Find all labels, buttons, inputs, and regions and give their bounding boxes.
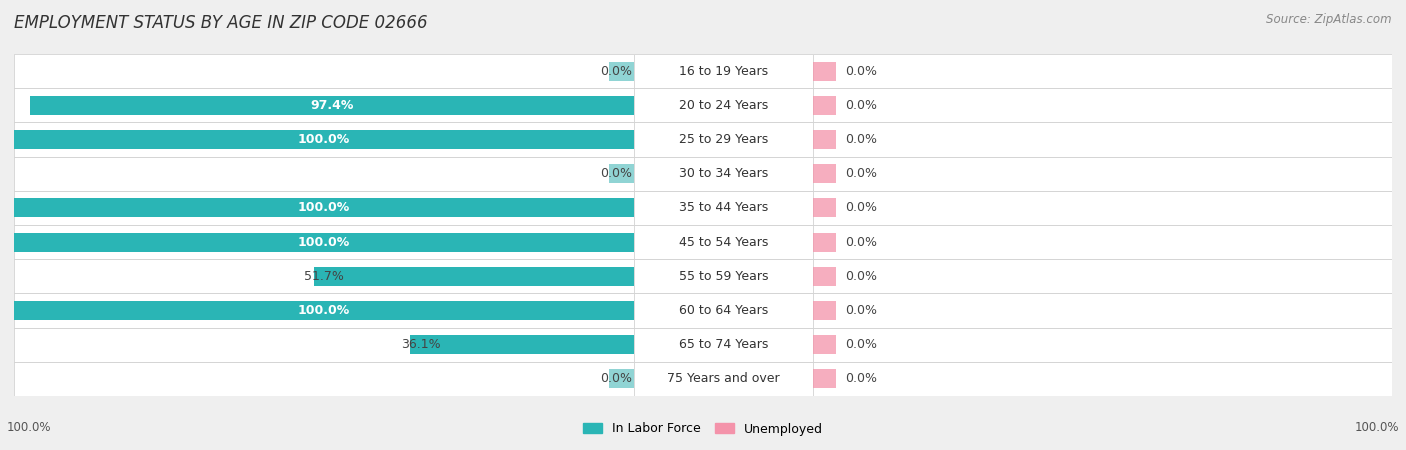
Text: 60 to 64 Years: 60 to 64 Years: [679, 304, 768, 317]
Text: 97.4%: 97.4%: [311, 99, 354, 112]
Text: 30 to 34 Years: 30 to 34 Years: [679, 167, 768, 180]
Text: 100.0%: 100.0%: [7, 421, 52, 434]
Text: 55 to 59 Years: 55 to 59 Years: [679, 270, 769, 283]
Bar: [314, 267, 634, 286]
Text: 0.0%: 0.0%: [845, 304, 877, 317]
Bar: [813, 267, 837, 286]
Bar: [14, 157, 634, 191]
Text: 51.7%: 51.7%: [304, 270, 344, 283]
Text: 0.0%: 0.0%: [845, 236, 877, 248]
Bar: [813, 328, 1392, 362]
Bar: [813, 54, 1392, 88]
Bar: [813, 96, 837, 115]
Bar: [813, 88, 1392, 122]
Text: EMPLOYMENT STATUS BY AGE IN ZIP CODE 02666: EMPLOYMENT STATUS BY AGE IN ZIP CODE 026…: [14, 14, 427, 32]
Text: 100.0%: 100.0%: [298, 202, 350, 214]
Bar: [609, 62, 634, 81]
Text: 75 Years and over: 75 Years and over: [668, 373, 780, 385]
Text: 0.0%: 0.0%: [845, 202, 877, 214]
Text: 36.1%: 36.1%: [401, 338, 440, 351]
Bar: [411, 335, 634, 354]
Text: 0.0%: 0.0%: [845, 270, 877, 283]
Text: 35 to 44 Years: 35 to 44 Years: [679, 202, 768, 214]
Text: 16 to 19 Years: 16 to 19 Years: [679, 65, 768, 77]
Bar: [634, 225, 813, 259]
Text: 65 to 74 Years: 65 to 74 Years: [679, 338, 768, 351]
Bar: [813, 62, 837, 81]
Text: 45 to 54 Years: 45 to 54 Years: [679, 236, 768, 248]
Text: 0.0%: 0.0%: [600, 167, 633, 180]
Text: 20 to 24 Years: 20 to 24 Years: [679, 99, 768, 112]
Text: 25 to 29 Years: 25 to 29 Years: [679, 133, 768, 146]
Bar: [30, 96, 634, 115]
Text: 0.0%: 0.0%: [845, 373, 877, 385]
Bar: [14, 233, 634, 252]
Bar: [634, 328, 813, 362]
Text: Source: ZipAtlas.com: Source: ZipAtlas.com: [1267, 14, 1392, 27]
Text: 0.0%: 0.0%: [845, 65, 877, 77]
Bar: [813, 225, 1392, 259]
Bar: [813, 259, 1392, 293]
Bar: [14, 328, 634, 362]
Bar: [634, 157, 813, 191]
Bar: [14, 259, 634, 293]
Bar: [14, 88, 634, 122]
Bar: [634, 88, 813, 122]
Bar: [813, 335, 837, 354]
Bar: [813, 164, 837, 183]
Text: 0.0%: 0.0%: [845, 99, 877, 112]
Bar: [634, 293, 813, 328]
Bar: [14, 191, 634, 225]
Bar: [14, 54, 634, 88]
Bar: [634, 54, 813, 88]
Bar: [14, 130, 634, 149]
Text: 100.0%: 100.0%: [298, 236, 350, 248]
Text: 100.0%: 100.0%: [1354, 421, 1399, 434]
Bar: [634, 362, 813, 396]
Legend: In Labor Force, Unemployed: In Labor Force, Unemployed: [579, 419, 827, 439]
Text: 0.0%: 0.0%: [600, 65, 633, 77]
Bar: [14, 301, 634, 320]
Text: 0.0%: 0.0%: [600, 373, 633, 385]
Bar: [813, 191, 1392, 225]
Bar: [634, 259, 813, 293]
Text: 100.0%: 100.0%: [298, 133, 350, 146]
Bar: [813, 293, 1392, 328]
Text: 0.0%: 0.0%: [845, 133, 877, 146]
Text: 0.0%: 0.0%: [845, 167, 877, 180]
Bar: [609, 164, 634, 183]
Text: 100.0%: 100.0%: [298, 304, 350, 317]
Bar: [14, 225, 634, 259]
Bar: [813, 233, 837, 252]
Bar: [813, 369, 837, 388]
Bar: [14, 122, 634, 157]
Bar: [14, 362, 634, 396]
Bar: [813, 198, 837, 217]
Bar: [14, 198, 634, 217]
Bar: [14, 293, 634, 328]
Bar: [813, 362, 1392, 396]
Bar: [813, 157, 1392, 191]
Bar: [813, 130, 837, 149]
Text: 0.0%: 0.0%: [845, 338, 877, 351]
Bar: [634, 122, 813, 157]
Bar: [634, 191, 813, 225]
Bar: [813, 301, 837, 320]
Bar: [609, 369, 634, 388]
Bar: [813, 122, 1392, 157]
